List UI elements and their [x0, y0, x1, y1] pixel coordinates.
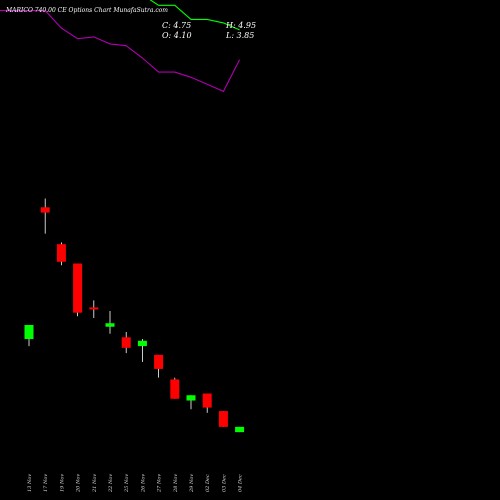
x-tick-label: 28 Nov: [173, 474, 179, 493]
close-value: C: 4.75: [162, 21, 192, 30]
candle-body: [105, 323, 115, 327]
x-tick-label: 27 Nov: [157, 474, 163, 493]
candle-body: [186, 395, 196, 401]
candle: [40, 198, 50, 234]
candle: [154, 354, 164, 378]
ohlc-readout: C: 4.75 H: 4.95 O: 4.10 L: 3.85: [162, 21, 256, 41]
x-tick-label: 17 Nov: [43, 474, 49, 492]
candle-body: [73, 263, 83, 313]
x-tick-label: 04 Dec: [238, 474, 244, 492]
x-tick-label: 03 Dec: [221, 474, 227, 492]
high-value: H: 4.95: [226, 21, 257, 30]
x-tick-label: 22 Nov: [108, 474, 114, 493]
candle: [105, 310, 115, 334]
candle: [235, 426, 245, 433]
candles: [24, 198, 245, 433]
candle-body: [202, 393, 212, 408]
candle-body: [56, 244, 66, 262]
x-tick-label: 25 Nov: [124, 474, 130, 493]
x-tick-label: 21 Nov: [92, 474, 98, 493]
candle-body: [170, 379, 180, 399]
upper-band-line: [149, 0, 240, 31]
chart-title: MARICO 740.00 CE Options Chart MunafaSut…: [6, 7, 168, 14]
x-tick-label: 20 Nov: [76, 474, 82, 493]
candle: [56, 242, 66, 266]
x-tick-label: 13 Nov: [27, 474, 33, 492]
candle: [89, 300, 99, 318]
candle: [137, 339, 147, 362]
candle-body: [89, 307, 99, 310]
candle-body: [24, 324, 34, 340]
x-tick-label: 29 Nov: [189, 474, 195, 493]
x-axis: 13 Nov 17 Nov 19 Nov 20 Nov 21 Nov 22 Nov 25 N…: [27, 474, 244, 493]
x-tick-label: 19 Nov: [59, 474, 65, 492]
candle: [73, 263, 83, 317]
candle-body: [218, 411, 228, 427]
candle: [24, 324, 34, 347]
candle-body: [154, 354, 164, 369]
x-tick-label: 02 Dec: [205, 474, 211, 492]
candle: [186, 395, 196, 410]
candle-body: [121, 337, 131, 348]
open-value: O: 4.10: [162, 31, 192, 40]
candle: [121, 332, 131, 354]
candle-body: [137, 340, 147, 347]
candle: [218, 411, 228, 427]
candle-body: [40, 207, 50, 213]
band-lines: [0, 0, 241, 93]
candle: [170, 377, 180, 399]
low-value: L: 3.85: [226, 31, 255, 40]
candle-body: [235, 426, 245, 433]
x-tick-label: 26 Nov: [140, 474, 146, 493]
lower-band-line: [0, 10, 241, 93]
candle: [202, 393, 212, 413]
